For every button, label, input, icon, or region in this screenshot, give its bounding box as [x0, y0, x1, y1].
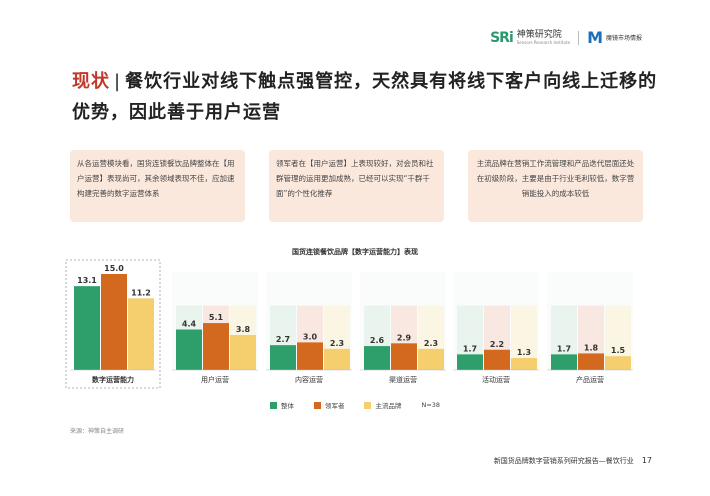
- bar-cat4-s0: [457, 354, 483, 370]
- insight-cards: 从各运营模块看，国货连锁餐饮品牌整体在【用户运营】表现尚可，其余领域表现不佳，应…: [70, 150, 644, 222]
- legend-item-overall: 整体: [269, 400, 294, 410]
- category-label-cat4: 活动运营: [482, 375, 510, 384]
- header-logos: SRi 神策研究院 Sensors Research Institute M 魔…: [490, 28, 642, 47]
- footer-report-title: 新国货品牌数字营销系列研究报告—餐饮行业: [493, 457, 634, 465]
- legend-item-leader: 领军者: [313, 400, 345, 410]
- category-label-cat1: 用户运营: [201, 375, 229, 384]
- bar-cat4-s2: [511, 358, 537, 370]
- data-label-cat0-s1: 15.0: [104, 264, 124, 273]
- sample-size-note: N=38: [421, 401, 441, 409]
- data-label-cat3-s0: 2.6: [370, 336, 385, 345]
- legend-label-overall: 整体: [280, 402, 294, 410]
- mojing-logo-name: 魔镜市场情报: [605, 35, 642, 42]
- bar-cat2-s0: [270, 345, 296, 370]
- legend-swatch-leader: [313, 401, 321, 409]
- data-label-cat2-s2: 2.3: [330, 339, 344, 348]
- data-label-cat3-s2: 2.3: [424, 339, 438, 348]
- data-label-cat0-s0: 13.1: [77, 276, 97, 285]
- insight-card-mainstream: 主流品牌在营销工作流管理和产品迭代层面还处在初级阶段，主要是由于行业毛利较低，数…: [468, 150, 643, 222]
- bar-cat1-s2: [230, 335, 256, 370]
- data-label-cat4-s0: 1.7: [463, 344, 477, 353]
- chart-title: 国货连锁餐饮品牌【数字运营能力】表现: [292, 248, 418, 256]
- bar-cat5-s1: [578, 353, 604, 370]
- data-label-cat2-s0: 2.7: [276, 335, 290, 344]
- chart-legend: 整体 领军者 主流品牌 N=38: [0, 400, 710, 410]
- data-label-cat3-s1: 2.9: [397, 333, 412, 342]
- bar-cat1-s1: [203, 323, 229, 370]
- data-label-cat4-s1: 2.2: [490, 340, 504, 349]
- page-number: 17: [641, 456, 652, 465]
- category-label-cat5: 产品运营: [576, 375, 604, 384]
- bar-cat3-s1: [391, 343, 417, 370]
- data-label-cat2-s1: 3.0: [303, 332, 318, 341]
- category-label-cat0: 数字运营能力: [92, 375, 134, 384]
- bar-cat5-s2: [605, 356, 631, 370]
- sensors-research-logo: SRi 神策研究院 Sensors Research Institute: [490, 30, 570, 46]
- data-label-cat5-s2: 1.5: [611, 346, 626, 355]
- insight-card-overall: 从各运营模块看，国货连锁餐饮品牌整体在【用户运营】表现尚可，其余领域表现不佳，应…: [70, 150, 245, 222]
- page-footer: 新国货品牌数字营销系列研究报告—餐饮行业 17: [494, 456, 652, 466]
- data-label-cat1-s0: 4.4: [182, 320, 197, 329]
- bar-cat5-s0: [551, 354, 577, 370]
- data-label-cat5-s0: 1.7: [557, 344, 571, 353]
- mojing-logo: M 魔镜市场情报: [587, 28, 642, 47]
- sri-logo-mark: SRi: [490, 29, 514, 46]
- legend-swatch-overall: [269, 401, 277, 409]
- insight-card-leader: 领军者在【用户运营】上表现较好，对会员和社群管理的运用更加成熟，已经可以实现“千…: [269, 150, 444, 222]
- title-highlight: 现状: [72, 71, 110, 92]
- legend-label-leader: 领军者: [324, 402, 345, 410]
- data-label-cat1-s1: 5.1: [209, 313, 224, 322]
- page-title: 现状 | 餐饮行业对线下触点强管控，天然具有将线下客户向线上迁移的优势，因此善于用户…: [72, 66, 672, 128]
- logo-divider: [578, 30, 580, 45]
- chart-main-frame: [65, 259, 161, 389]
- bar-cat4-s1: [484, 349, 510, 370]
- data-label-cat0-s2: 11.2: [131, 288, 151, 297]
- legend-label-mainstream: 主流品牌: [375, 402, 402, 410]
- legend-swatch-mainstream: [364, 401, 372, 409]
- bar-cat3-s2: [418, 348, 444, 370]
- data-label-cat4-s2: 1.3: [517, 348, 531, 357]
- category-label-cat3: 渠道运营: [389, 375, 417, 384]
- bar-chart: 13.1 15.0 11.2 数字运营能力 4.4 5.1 3.8 用户运营 2.7 3.0 2.3…: [65, 259, 633, 389]
- category-label-cat2: 内容运营: [295, 375, 323, 384]
- bar-cat0-s1: [101, 274, 127, 370]
- sri-logo-english: Sensors Research Institute: [516, 39, 571, 45]
- bar-cat2-s1: [297, 342, 323, 370]
- sri-logo-name: 神策研究院: [516, 29, 562, 40]
- bar-cat0-s2: [128, 298, 154, 370]
- bar-cat0-s0: [74, 286, 100, 370]
- bar-cat1-s0: [176, 329, 202, 370]
- bar-cat2-s2: [324, 348, 350, 370]
- legend-item-mainstream: 主流品牌: [364, 400, 401, 410]
- title-separator: |: [114, 71, 122, 92]
- source-note: 来源：神策自主调研: [70, 428, 125, 435]
- mojing-logo-mark: M: [587, 28, 603, 47]
- data-label-cat1-s2: 3.8: [236, 325, 251, 334]
- title-text: 餐饮行业对线下触点强管控，天然具有将线下客户向线上迁移的优势，因此善于用户运营: [72, 71, 658, 123]
- bar-cat3-s0: [364, 346, 390, 370]
- data-label-cat5-s1: 1.8: [584, 343, 599, 352]
